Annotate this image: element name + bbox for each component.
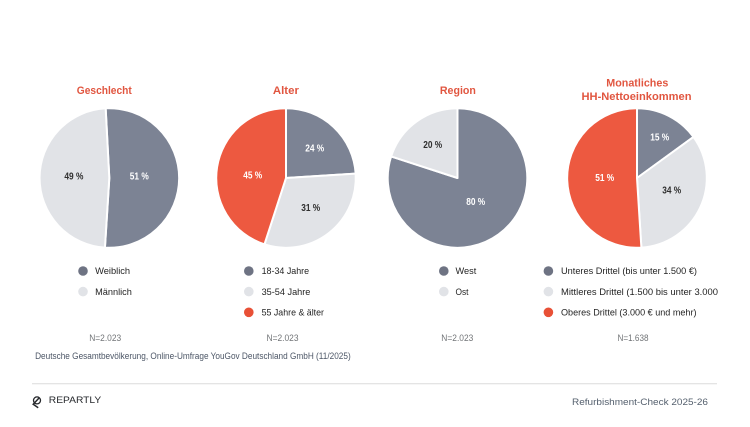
svg-text:West: West (456, 266, 477, 277)
svg-text:Alter: Alter (273, 85, 300, 97)
svg-text:18-34 Jahre: 18-34 Jahre (262, 266, 310, 277)
svg-text:35-54 Jahre: 35-54 Jahre (262, 287, 311, 298)
svg-text:Weiblich: Weiblich (95, 266, 130, 277)
svg-text:Unteres Drittel (bis unter 1.5: Unteres Drittel (bis unter 1.500 €) (561, 266, 697, 277)
svg-text:Monatliches: Monatliches (606, 77, 668, 89)
svg-text:Region: Region (440, 85, 476, 97)
svg-text:55 Jahre & älter: 55 Jahre & älter (262, 308, 324, 319)
svg-text:HH-Nettoeinkommen: HH-Nettoeinkommen (582, 91, 692, 103)
svg-text:N=2.023: N=2.023 (267, 333, 299, 343)
svg-text:80 %: 80 % (466, 197, 485, 208)
svg-text:Deutsche Gesamtbevölkerung, On: Deutsche Gesamtbevölkerung, Online-Umfra… (35, 351, 351, 361)
svg-text:Geschlecht: Geschlecht (77, 85, 132, 97)
svg-text:15 %: 15 % (650, 133, 669, 144)
svg-text:Mittleres Drittel (1.500 bis u: Mittleres Drittel (1.500 bis unter 3.000 (561, 287, 718, 298)
svg-text:31 %: 31 % (301, 203, 320, 214)
svg-text:REPARTLY: REPARTLY (49, 395, 101, 405)
svg-text:Oberes Drittel (3.000 € und me: Oberes Drittel (3.000 € und mehr) (561, 308, 697, 319)
svg-text:51 %: 51 % (130, 171, 149, 182)
svg-text:51 %: 51 % (595, 173, 614, 184)
svg-text:34 %: 34 % (662, 186, 681, 197)
svg-text:N=2.023: N=2.023 (441, 333, 473, 343)
svg-text:Ost: Ost (456, 287, 469, 298)
svg-text:45 %: 45 % (243, 171, 262, 182)
svg-text:Männlich: Männlich (95, 287, 132, 298)
svg-text:20 %: 20 % (423, 140, 442, 151)
svg-text:24 %: 24 % (305, 144, 324, 155)
svg-text:N=1.638: N=1.638 (618, 333, 649, 343)
svg-text:N=2.023: N=2.023 (89, 333, 121, 343)
svg-text:Refurbishment-Check 2025-26: Refurbishment-Check 2025-26 (572, 397, 708, 407)
svg-text:49 %: 49 % (64, 171, 83, 182)
